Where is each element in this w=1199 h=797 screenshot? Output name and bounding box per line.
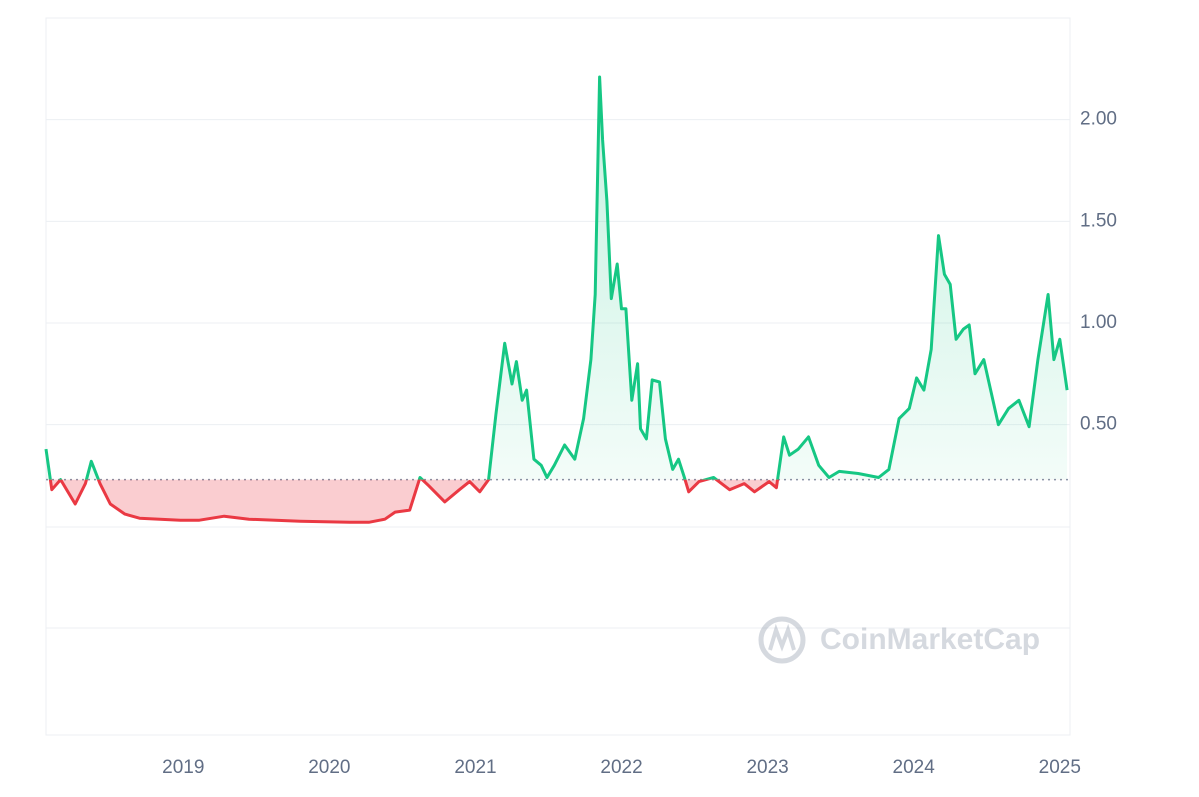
x-tick-label: 2020 bbox=[308, 757, 350, 778]
x-tick-label: 2022 bbox=[600, 757, 642, 778]
area-above bbox=[46, 77, 1068, 480]
line-above bbox=[44, 75, 1069, 480]
y-tick-label: 1.50 bbox=[1080, 210, 1117, 231]
y-tick-label: 2.00 bbox=[1080, 109, 1117, 130]
x-tick-label: 2025 bbox=[1039, 757, 1081, 778]
watermark-text: CoinMarketCap bbox=[820, 623, 1040, 656]
x-tick-label: 2019 bbox=[162, 757, 204, 778]
y-tick-label: 1.00 bbox=[1080, 312, 1117, 333]
watermark: CoinMarketCap bbox=[758, 616, 1040, 664]
x-tick-label: 2023 bbox=[746, 757, 788, 778]
x-tick-label: 2024 bbox=[893, 757, 936, 778]
area-below bbox=[46, 479, 1068, 523]
plot-frame bbox=[45, 17, 1071, 736]
y-tick-label: 0.50 bbox=[1080, 414, 1117, 435]
x-tick-label: 2021 bbox=[454, 757, 496, 778]
line-below bbox=[48, 479, 780, 524]
